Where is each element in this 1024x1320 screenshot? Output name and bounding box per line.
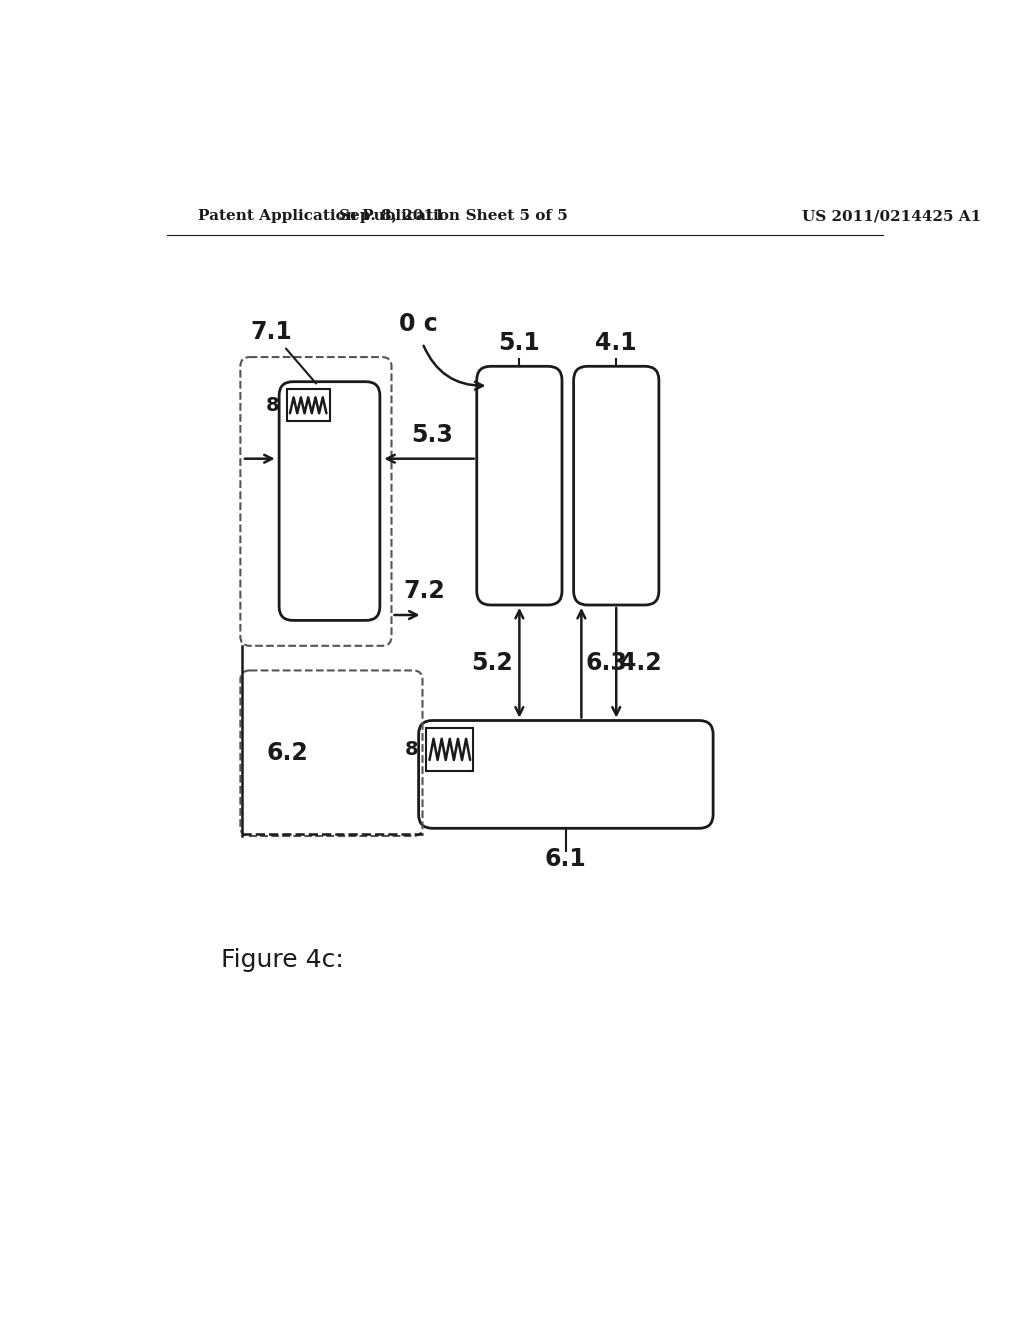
Text: Sep. 8, 2011    Sheet 5 of 5: Sep. 8, 2011 Sheet 5 of 5 [339, 209, 568, 223]
FancyBboxPatch shape [426, 729, 473, 771]
Text: 7.2: 7.2 [403, 579, 444, 603]
Text: 6.3: 6.3 [586, 651, 627, 675]
Text: 6.1: 6.1 [545, 847, 587, 871]
Text: Figure 4c:: Figure 4c: [221, 948, 344, 972]
Text: 7.1: 7.1 [251, 319, 316, 383]
Text: 5.1: 5.1 [499, 331, 541, 355]
Text: 4.1: 4.1 [595, 331, 637, 355]
Text: 6.2: 6.2 [266, 742, 308, 766]
Text: 8: 8 [406, 741, 419, 759]
FancyBboxPatch shape [477, 367, 562, 605]
FancyBboxPatch shape [287, 389, 330, 421]
Text: 5.2: 5.2 [471, 651, 513, 675]
FancyBboxPatch shape [419, 721, 713, 829]
Text: US 2011/0214425 A1: US 2011/0214425 A1 [802, 209, 981, 223]
FancyBboxPatch shape [573, 367, 658, 605]
Text: 8: 8 [265, 396, 280, 414]
Text: Patent Application Publication: Patent Application Publication [198, 209, 460, 223]
Text: 0 c: 0 c [399, 312, 438, 337]
Text: 5.3: 5.3 [412, 424, 454, 447]
Text: 4.2: 4.2 [621, 651, 662, 675]
FancyBboxPatch shape [280, 381, 380, 620]
